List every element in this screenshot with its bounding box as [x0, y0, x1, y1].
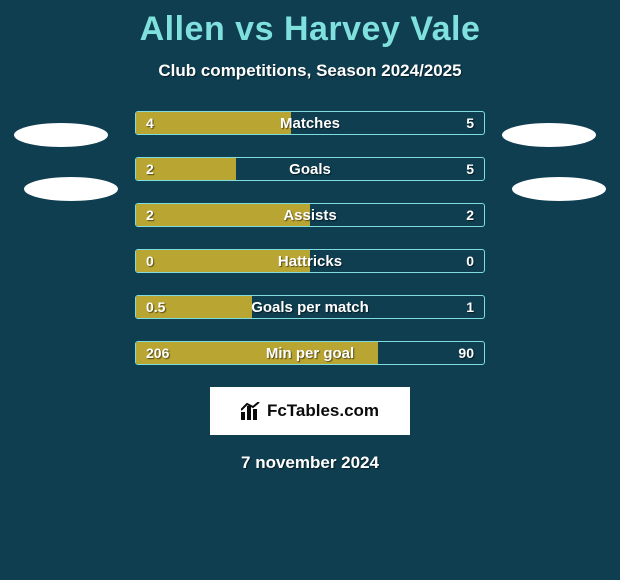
decor-ellipse	[24, 177, 118, 201]
comparison-area: 45Matches 25Goals 22Assists 00Hattricks 0.51…	[0, 111, 620, 365]
stat-row: 45Matches	[135, 111, 485, 135]
stat-label: Goals per match	[136, 296, 484, 318]
decor-ellipse	[502, 123, 596, 147]
stat-row: 00Hattricks	[135, 249, 485, 273]
decor-ellipse	[14, 123, 108, 147]
stat-row: 20690Min per goal	[135, 341, 485, 365]
stat-label: Goals	[136, 158, 484, 180]
stat-label: Matches	[136, 112, 484, 134]
stat-label: Assists	[136, 204, 484, 226]
comparison-card: Allen vs Harvey Vale Club competitions, …	[0, 0, 620, 580]
source-badge-text: FcTables.com	[267, 401, 379, 421]
chart-icon	[241, 402, 261, 420]
stat-row: 22Assists	[135, 203, 485, 227]
stat-row: 25Goals	[135, 157, 485, 181]
date-line: 7 november 2024	[0, 453, 620, 473]
stat-label: Hattricks	[136, 250, 484, 272]
subtitle: Club competitions, Season 2024/2025	[0, 61, 620, 81]
stat-label: Min per goal	[136, 342, 484, 364]
stat-bars-column: 45Matches 25Goals 22Assists 00Hattricks 0.51…	[135, 111, 485, 365]
decor-ellipse	[512, 177, 606, 201]
page-title: Allen vs Harvey Vale	[0, 0, 620, 49]
stat-row: 0.51Goals per match	[135, 295, 485, 319]
source-badge: FcTables.com	[210, 387, 410, 435]
